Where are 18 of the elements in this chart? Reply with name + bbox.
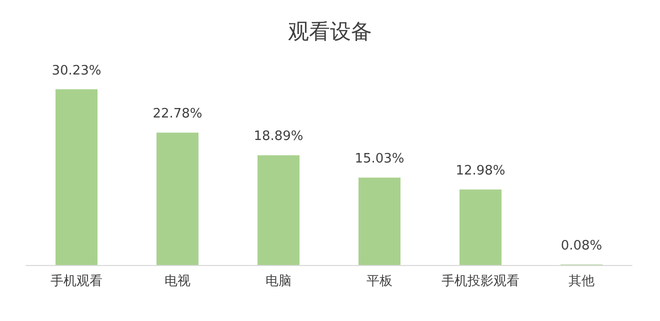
data-label: 18.89% bbox=[254, 129, 304, 144]
bar bbox=[460, 190, 502, 265]
x-tick-label: 手机观看 bbox=[50, 274, 102, 289]
x-tick-label: 电视 bbox=[164, 274, 190, 289]
data-label: 22.78% bbox=[152, 106, 202, 122]
bar bbox=[56, 89, 98, 265]
bar bbox=[358, 178, 400, 265]
data-label: 30.23% bbox=[52, 63, 102, 78]
bar bbox=[156, 132, 198, 265]
data-label: 0.08% bbox=[560, 238, 602, 254]
x-tick-label: 其他 bbox=[568, 274, 594, 289]
x-tick-label: 电脑 bbox=[266, 274, 292, 289]
chart-title: 观看设备 bbox=[288, 20, 372, 44]
x-tick-label: 手机投影观看 bbox=[442, 274, 520, 289]
data-label: 12.98% bbox=[456, 164, 506, 179]
x-tick-label: 平板 bbox=[366, 274, 392, 289]
data-label: 15.03% bbox=[354, 152, 404, 167]
bar bbox=[258, 155, 300, 265]
